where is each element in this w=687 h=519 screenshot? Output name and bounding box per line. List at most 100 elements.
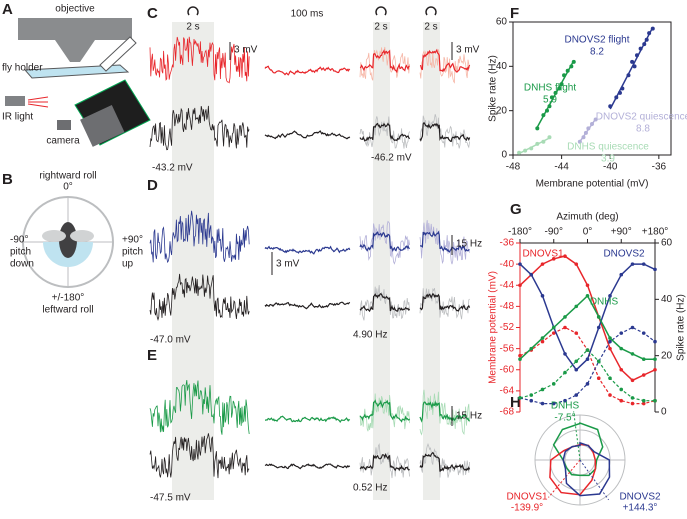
x-tick-label: 0°	[583, 227, 593, 238]
point	[608, 336, 612, 340]
point	[535, 141, 540, 146]
objective-icon	[18, 18, 132, 62]
point	[593, 117, 598, 122]
trace	[359, 122, 411, 142]
label: pitch	[10, 247, 31, 258]
point	[540, 336, 545, 340]
panel-a-art	[5, 18, 151, 147]
point	[585, 357, 590, 361]
point	[551, 401, 556, 406]
point	[590, 121, 594, 126]
point	[630, 59, 635, 64]
point	[653, 398, 657, 403]
trace	[265, 415, 351, 423]
point	[585, 294, 590, 298]
slope-label: 3.9	[601, 154, 615, 165]
y-tick-label: -36	[500, 238, 515, 249]
point	[559, 82, 564, 87]
point	[535, 126, 540, 131]
stimulus-bands	[172, 22, 440, 500]
point	[596, 376, 601, 381]
point	[632, 64, 637, 69]
point	[569, 64, 574, 69]
trace	[359, 46, 410, 81]
point	[630, 401, 635, 406]
y-tick-label: -44	[500, 280, 515, 291]
series-label: DNOVS1	[522, 249, 564, 260]
point	[608, 376, 612, 381]
preferred-direction	[548, 459, 581, 498]
series-label: DNOVS1	[506, 492, 548, 503]
legend-label: DNHS quiescence	[567, 142, 649, 153]
point	[586, 126, 591, 131]
point	[574, 304, 579, 309]
y-axis-label: Spike rate (Hz)	[488, 55, 499, 122]
trace	[359, 293, 411, 313]
y-tick-label: -56	[500, 343, 515, 354]
point	[529, 146, 534, 151]
point	[650, 26, 655, 31]
point	[547, 135, 552, 140]
point	[619, 367, 624, 372]
trace	[264, 301, 351, 310]
label: camera	[46, 136, 80, 147]
point	[518, 353, 522, 358]
label: 100 ms	[291, 9, 324, 20]
series-label: DNHS	[551, 401, 580, 412]
point	[553, 90, 558, 95]
point	[523, 148, 528, 153]
panel-label: E	[147, 347, 157, 364]
trace	[359, 442, 410, 479]
ir-light-icon	[5, 96, 25, 106]
legend-label: DNOVS2 flight	[564, 35, 629, 46]
label: pitch	[122, 247, 143, 258]
point	[563, 325, 567, 330]
ir-rays	[27, 96, 49, 108]
point	[551, 257, 556, 261]
rotation-icon	[187, 6, 199, 16]
rotation-icon	[425, 6, 437, 16]
point	[518, 283, 522, 288]
fly-wing	[42, 230, 66, 242]
value-label: -7.5°	[554, 413, 575, 424]
label: 3 mV	[276, 259, 300, 270]
y-tick-label: 20	[496, 105, 508, 116]
point	[641, 373, 646, 377]
value-label: +144.3°	[623, 503, 658, 514]
camera-icon	[57, 120, 71, 130]
point	[563, 398, 567, 403]
trace	[264, 245, 351, 255]
point	[634, 53, 639, 58]
point	[596, 315, 601, 319]
membrane-line	[519, 263, 656, 371]
tuning-curve	[552, 422, 604, 477]
label: 2 s	[186, 22, 199, 33]
point	[630, 352, 635, 356]
x-tick-label: -36	[652, 162, 667, 173]
x-axis-label: Membrane potential (mV)	[536, 179, 649, 190]
y2-tick-label: 20	[661, 350, 673, 361]
point	[518, 357, 522, 361]
tuning-curve	[562, 441, 611, 497]
label: rightward roll	[39, 171, 96, 182]
point	[563, 254, 567, 259]
label: objective	[55, 4, 95, 15]
point	[574, 393, 579, 397]
y-axis-label: Membrane potential (mV)	[488, 271, 499, 384]
trace	[149, 36, 250, 84]
label: IR light	[2, 112, 33, 123]
y-tick-label: -48	[500, 301, 515, 312]
point	[565, 68, 570, 73]
point	[571, 59, 576, 64]
point	[630, 325, 635, 330]
x-tick-label: +90°	[611, 227, 632, 238]
y2-tick-label: 60	[661, 238, 673, 249]
point	[540, 339, 545, 344]
panel-label: H	[510, 394, 521, 411]
label: +90°	[122, 235, 143, 246]
point	[608, 294, 612, 298]
point	[608, 104, 613, 109]
trace	[359, 453, 410, 472]
point	[541, 139, 546, 144]
trace	[149, 273, 250, 321]
